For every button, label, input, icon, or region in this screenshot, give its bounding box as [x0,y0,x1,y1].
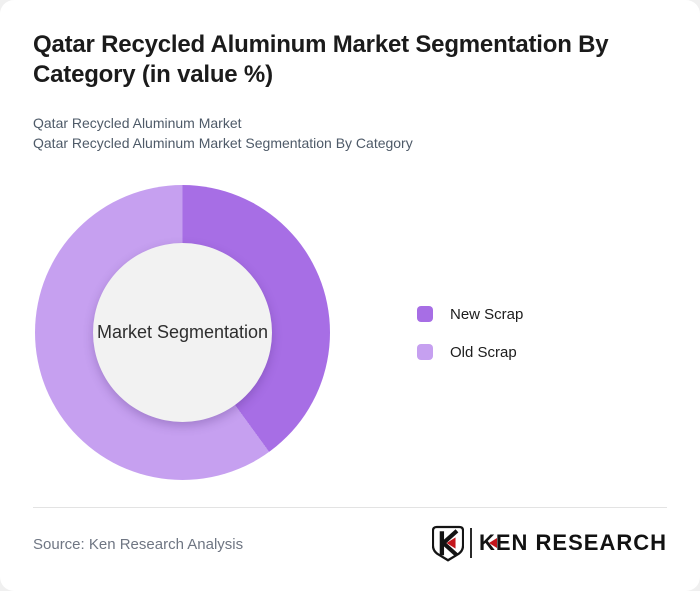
legend-swatch-old-scrap [417,344,433,360]
ken-research-shield-icon [431,525,464,562]
chart-subtitle: Qatar Recycled Aluminum Market Qatar Rec… [33,113,413,153]
donut-chart[interactable]: Market Segmentation [35,185,330,480]
page-title: Qatar Recycled Aluminum Market Segmentat… [33,30,609,90]
ken-research-wordmark: KEN RESEARCH [479,530,667,556]
footer-divider [33,507,667,508]
logo-divider-bar [469,528,472,558]
wordmark-text: KEN RESEARCH [478,530,667,555]
legend-swatch-new-scrap [417,306,433,322]
ken-research-logo: KEN RESEARCH [431,524,667,562]
donut-center-label: Market Segmentation [96,322,269,342]
legend-label-new-scrap: New Scrap [450,305,524,323]
legend-item-old-scrap[interactable]: Old Scrap [417,343,523,361]
subtitle-line-1: Qatar Recycled Aluminum Market [33,115,242,131]
legend-item-new-scrap[interactable]: New Scrap [417,305,524,323]
title-line-2: Category (in value %) [33,61,273,88]
title-line-1: Qatar Recycled Aluminum Market Segmentat… [33,31,609,58]
donut-center: Market Segmentation [93,243,272,422]
subtitle-line-2: Qatar Recycled Aluminum Market Segmentat… [33,135,413,151]
legend-label-old-scrap: Old Scrap [450,343,517,361]
legend: New Scrap Old Scrap [417,306,523,382]
source-note: Source: Ken Research Analysis [33,536,244,553]
wordmark-red-triangle-icon [488,538,497,548]
